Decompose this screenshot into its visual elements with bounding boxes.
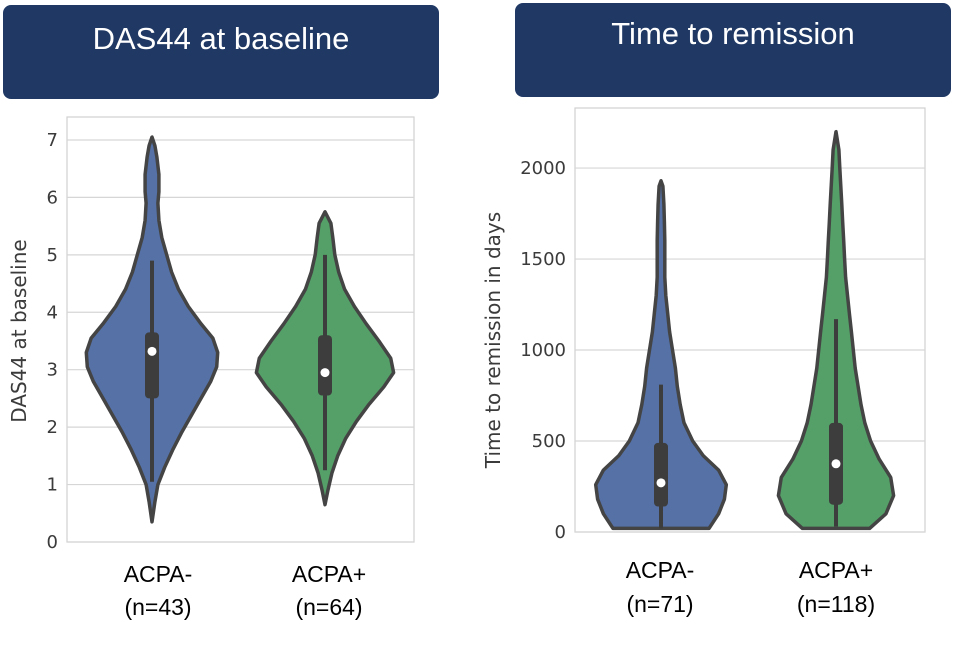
chart-title-right: Time to remission [611,16,855,51]
category-label-left-1-line1: ACPA- [124,561,193,587]
y-tick-label-right-1: 500 [532,431,566,452]
y-tick-label-left-0: 0 [47,532,58,553]
y-tick-label-left-5: 5 [47,245,58,266]
category-label-right-1-line1: ACPA- [626,557,695,583]
category-label-right-2-line1: ACPA+ [799,557,873,583]
y-axis-title-left: DAS44 at baseline [7,239,31,422]
y-tick-label-right-0: 0 [555,522,566,543]
median-point-left-1 [147,346,157,356]
category-label-right-1-line2: (n=71) [626,591,693,617]
y-tick-label-left-1: 1 [47,475,58,496]
median-point-left-2 [320,368,330,378]
chart-title-left: DAS44 at baseline [92,21,350,56]
y-tick-label-left-2: 2 [47,417,58,438]
y-axis-title-right: Time to remission in days [481,212,505,469]
median-point-right-1 [656,478,666,488]
category-label-left-2-line1: ACPA+ [292,561,366,587]
y-tick-label-left-7: 7 [47,130,58,151]
violin-right-1 [593,179,729,531]
chart-title-banner-left: DAS44 at baseline [3,5,439,99]
y-tick-label-right-4: 2000 [520,158,566,179]
y-tick-label-right-2: 1000 [520,340,566,361]
y-tick-label-right-3: 1500 [520,249,566,270]
category-label-left-1-line2: (n=43) [124,594,191,620]
plot-time-to-remission: 0 500 1000 1500 2000 [520,107,926,543]
median-point-right-2 [831,459,841,469]
y-tick-label-left-4: 4 [47,302,58,323]
plot-das44: 0 1 2 3 4 5 6 7 [47,116,415,553]
iqr-box-left-2 [318,335,332,396]
chart-title-banner-right: Time to remission [515,3,951,97]
category-label-left-2-line2: (n=64) [295,594,362,620]
category-label-right-2-line2: (n=118) [797,591,875,617]
iqr-box-left-1 [145,332,159,399]
y-tick-label-left-3: 3 [47,360,58,381]
y-tick-label-left-6: 6 [47,187,58,208]
iqr-box-right-1 [654,442,668,507]
